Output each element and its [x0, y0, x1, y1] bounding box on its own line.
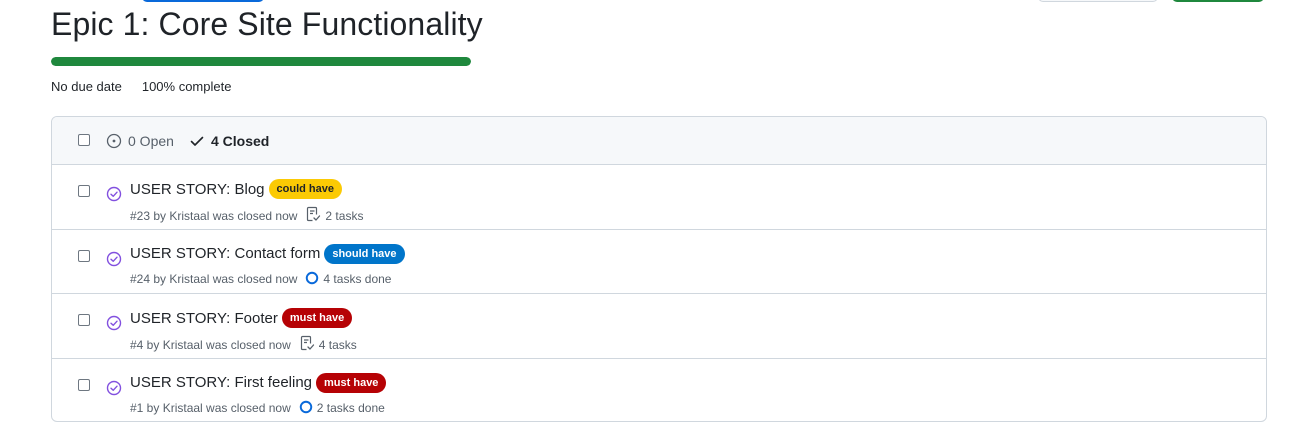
progress-fill	[51, 57, 471, 66]
milestone-progress-bar	[51, 57, 471, 66]
issues-list-header: 0 Open 4 Closed	[52, 117, 1266, 165]
issue-row[interactable]: USER STORY: Footer must have #4 by Kristaa…	[52, 294, 1266, 359]
issue-checkbox[interactable]	[78, 314, 90, 326]
closed-filter-link[interactable]: 4 Closed	[189, 117, 269, 165]
issue-meta-line: #24 by Kristaal was closed now 4 tasks do…	[130, 271, 391, 288]
issue-meta-line: #23 by Kristaal was closed now 2 tasks	[130, 206, 363, 225]
task-count: 2 tasks done	[316, 401, 385, 415]
issue-closed-icon	[106, 251, 122, 272]
top-edit-button[interactable]	[1038, 0, 1158, 2]
issue-title-link[interactable]: USER STORY: First feeling	[130, 374, 313, 391]
tasklist-icon	[299, 335, 315, 354]
issue-row[interactable]: USER STORY: Blog could have #23 by Kristaa…	[52, 165, 1266, 230]
issue-meta: #23 by Kristaal was closed now	[130, 208, 298, 223]
task-progress[interactable]: 2 tasks done	[299, 400, 385, 417]
task-count: 4 tasks done	[323, 272, 392, 286]
issue-title-link[interactable]: USER STORY: Blog	[130, 180, 265, 198]
issue-title-line: USER STORY: Blog could have	[130, 179, 342, 199]
select-all-checkbox[interactable]	[78, 134, 90, 146]
issue-title-line: USER STORY: Footer must have	[130, 308, 353, 328]
issue-meta-line: #4 by Kristaal was closed now 4 tasks	[130, 335, 357, 354]
issue-closed-icon	[106, 380, 122, 401]
issues-list: 0 Open 4 Closed USER STORY: Blog could ha…	[51, 116, 1267, 422]
issue-label[interactable]: must have	[316, 372, 387, 393]
issue-checkbox[interactable]	[78, 185, 90, 197]
issue-meta: #1 by Kristaal was closed now	[130, 401, 291, 415]
issue-meta-line: #1 by Kristaal was closed now 2 tasks don…	[130, 400, 385, 417]
issue-checkbox[interactable]	[78, 378, 90, 391]
task-progress[interactable]: 4 tasks done	[305, 271, 391, 288]
issue-row[interactable]: USER STORY: Contact form should have #24 b…	[52, 230, 1266, 294]
tasklist-icon	[305, 206, 321, 225]
top-new-issue-button[interactable]	[1172, 0, 1264, 2]
task-progress[interactable]: 2 tasks	[305, 206, 363, 225]
progress-circle-icon	[305, 271, 319, 288]
issue-title-link[interactable]: USER STORY: Contact form	[130, 245, 321, 262]
due-date-text: No due date	[51, 79, 122, 94]
top-primary-button[interactable]	[142, 0, 264, 2]
issue-title-line: USER STORY: Contact form should have	[130, 243, 405, 264]
issue-checkbox[interactable]	[78, 249, 90, 262]
issue-open-icon	[106, 133, 122, 149]
issue-label[interactable]: could have	[268, 179, 342, 199]
issue-label[interactable]: must have	[281, 308, 353, 328]
task-count: 4 tasks	[318, 337, 357, 352]
issue-label[interactable]: should have	[324, 243, 405, 264]
issue-title-link[interactable]: USER STORY: Footer	[130, 309, 278, 327]
issue-meta: #4 by Kristaal was closed now	[130, 337, 291, 352]
open-count: 0 Open	[128, 133, 174, 149]
progress-circle-icon	[299, 400, 313, 417]
issue-closed-icon	[106, 315, 122, 336]
milestone-title: Epic 1: Core Site Functionality	[51, 6, 483, 42]
milestone-meta: No due date 100% complete	[51, 79, 231, 94]
task-progress[interactable]: 4 tasks	[299, 335, 357, 354]
completion-text: 100% complete	[141, 79, 232, 94]
issue-closed-icon	[106, 186, 122, 207]
check-icon	[190, 136, 204, 146]
open-filter-link[interactable]: 0 Open	[106, 117, 174, 165]
issue-row[interactable]: USER STORY: First feeling must have #1 by …	[52, 359, 1266, 422]
issue-title-line: USER STORY: First feeling must have	[130, 372, 387, 393]
issue-meta: #24 by Kristaal was closed now	[130, 272, 298, 286]
closed-count: 4 Closed	[211, 133, 270, 149]
task-count: 2 tasks	[325, 208, 364, 223]
